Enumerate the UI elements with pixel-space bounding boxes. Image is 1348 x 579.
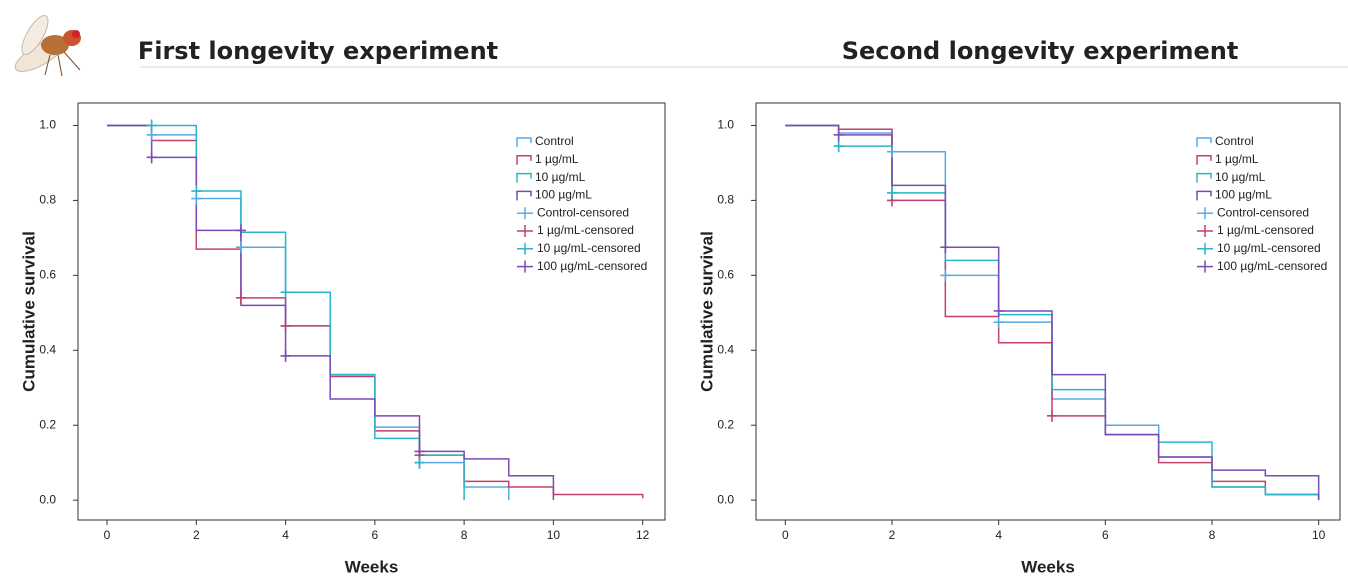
y-axis-label: Cumulative survival [19, 231, 38, 392]
chart-title: First longevity experiment [138, 37, 498, 65]
y-tick-label: 1.0 [39, 118, 56, 132]
legend-label: 1 µg/mL [1215, 152, 1259, 166]
legend-symbol [517, 191, 531, 200]
x-axis-label: Weeks [345, 557, 399, 576]
chart-title: Second longevity experiment [842, 37, 1239, 65]
censor-mark [236, 224, 246, 236]
legend-label: 1 µg/mL-censored [537, 223, 634, 237]
x-tick-label: 4 [282, 528, 289, 542]
censor-mark [834, 140, 844, 152]
fly-icon [11, 12, 81, 78]
legend-label: 10 µg/mL [535, 170, 586, 184]
x-tick-label: 4 [995, 528, 1002, 542]
censor-mark [281, 320, 291, 332]
censor-mark [940, 241, 950, 253]
legend-symbol [1197, 191, 1211, 200]
y-tick-label: 0.2 [39, 417, 56, 431]
y-tick-label: 0.4 [39, 342, 56, 356]
x-tick-label: 8 [1209, 528, 1216, 542]
legend-label: Control-censored [1217, 205, 1309, 219]
y-tick-label: 0.0 [717, 492, 734, 506]
censor-mark [191, 185, 201, 197]
legend-label: 1 µg/mL-censored [1217, 223, 1314, 237]
legend-symbol [517, 174, 531, 183]
legend-label: 100 µg/mL-censored [537, 259, 647, 273]
x-tick-label: 2 [193, 528, 200, 542]
legend-symbol [1197, 138, 1211, 147]
legend-label: Control [535, 134, 574, 148]
legend-label: 100 µg/mL-censored [1217, 259, 1327, 273]
y-tick-label: 0.6 [717, 268, 734, 282]
censor-mark [281, 286, 291, 298]
x-tick-label: 10 [1312, 528, 1326, 542]
legend-symbol [517, 156, 531, 165]
legend-symbol [1197, 156, 1211, 165]
censor-mark [236, 241, 246, 253]
y-tick-label: 0.4 [717, 342, 734, 356]
legend-label: 10 µg/mL-censored [537, 241, 641, 255]
legend-label: Control-censored [537, 205, 629, 219]
legend-label: 10 µg/mL-censored [1217, 241, 1321, 255]
censor-mark [414, 457, 424, 469]
censor-mark [147, 151, 157, 163]
censor-mark [887, 187, 897, 199]
x-tick-label: 0 [782, 528, 789, 542]
legend-label: 10 µg/mL [1215, 170, 1266, 184]
legend-symbol [1197, 174, 1211, 183]
y-tick-label: 1.0 [717, 118, 734, 132]
censor-mark [147, 119, 157, 131]
y-tick-label: 0.8 [717, 193, 734, 207]
censor-mark [1047, 410, 1057, 422]
legend-label: 100 µg/mL [1215, 188, 1272, 202]
x-tick-label: 12 [636, 528, 650, 542]
x-tick-label: 2 [889, 528, 896, 542]
legend-label: 100 µg/mL [535, 188, 592, 202]
y-tick-label: 0.6 [39, 268, 56, 282]
survival-curve [107, 125, 509, 500]
x-tick-label: 10 [547, 528, 561, 542]
y-tick-label: 0.0 [39, 492, 56, 506]
x-tick-label: 6 [372, 528, 379, 542]
x-tick-label: 8 [461, 528, 468, 542]
page: First longevity experiment 0.0 0.2 0.4 0.6 0.… [0, 0, 1348, 579]
y-tick-label: 0.8 [39, 193, 56, 207]
y-axis-label: Cumulative survival [697, 231, 716, 392]
y-tick-label: 0.2 [717, 417, 734, 431]
censor-mark [887, 146, 897, 158]
censor-mark [281, 350, 291, 362]
censor-mark [236, 292, 246, 304]
censor-mark [834, 129, 844, 141]
censor-mark [994, 316, 1004, 328]
legend-label: Control [1215, 134, 1254, 148]
x-tick-label: 6 [1102, 528, 1109, 542]
x-tick-label: 0 [104, 528, 111, 542]
x-axis-label: Weeks [1021, 557, 1075, 576]
legend-label: 1 µg/mL [535, 152, 579, 166]
censor-mark [940, 269, 950, 281]
legend-symbol [517, 138, 531, 147]
